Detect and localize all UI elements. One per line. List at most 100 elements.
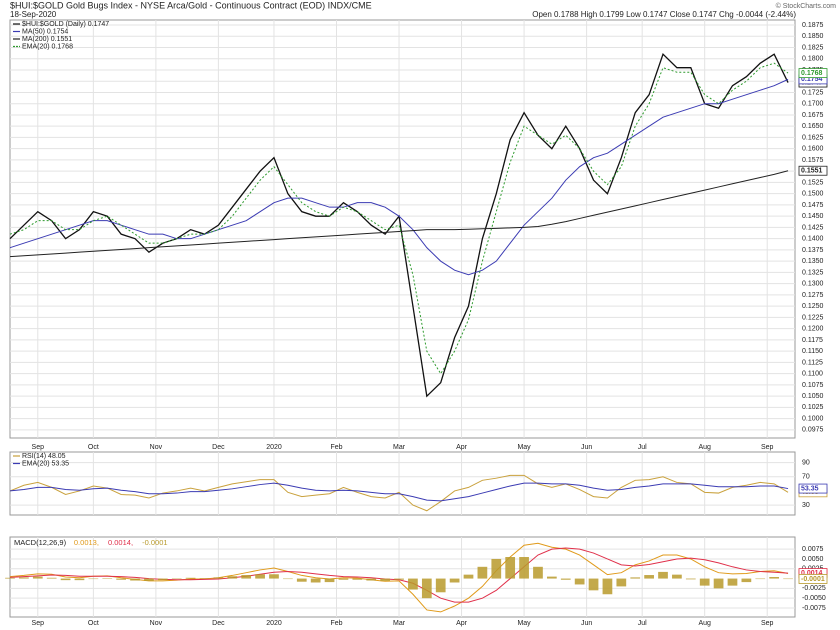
x-tick-label: Mar [393,620,406,627]
histogram-bar [630,577,641,579]
histogram-bar [338,578,349,580]
legend-entry: -0.0001 [142,538,167,547]
histogram-bar [616,578,627,587]
histogram-bar [171,578,182,580]
legend-entry: EMA(20) 0.1768 [22,43,73,50]
histogram-bar [255,574,265,579]
y-tick-label: 0.1050 [802,393,824,400]
histogram-bar [672,574,682,579]
histogram-bar [213,577,224,579]
x-tick-label: Apr [456,620,468,627]
series-line [9,170,789,258]
y-tick-label: 0.1625 [802,134,824,141]
y-tick-label: 0.0050 [802,556,824,563]
y-tick-label: 0.1525 [802,179,824,186]
histogram-bar [296,578,307,582]
histogram-bar [449,578,460,583]
y-tick-label: 0.1700 [802,101,824,108]
y-tick-label: 0.1675 [802,112,824,119]
legend-label: MACD(12,26,9) [14,538,67,547]
histogram-bar [380,578,390,581]
x-tick-label: Nov [150,620,163,627]
y-tick-label: 0.0975 [802,427,824,434]
x-tick-label: Nov [150,444,163,451]
last-value-label: 53.35 [801,485,819,492]
histogram-bar [769,577,780,579]
y-tick-label: 0.1450 [802,213,824,220]
histogram-bar [60,578,71,581]
y-tick-label: 0.1650 [802,123,824,130]
x-tick-label: Jun [581,620,592,627]
y-tick-label: 0.1200 [802,326,824,333]
histogram-bar [32,576,43,579]
chart-date: 18-Sep-2020 [10,10,57,19]
histogram-bar [46,577,57,579]
histogram-bar [477,566,488,579]
y-tick-label: 70 [802,474,810,481]
x-tick-label: Oct [88,620,99,627]
histogram-bar [130,578,140,581]
histogram-bar [727,578,738,586]
legend-entry: 0.0014, [108,538,133,547]
y-tick-label: 0.1800 [802,56,824,63]
histogram-bar [5,577,15,579]
x-tick-label: Feb [330,620,342,627]
y-tick-label: 0.1325 [802,269,824,276]
y-tick-label: -0.0050 [802,595,826,602]
x-tick-label: Jun [581,444,592,451]
series-line [9,62,789,375]
histogram-bar [408,578,418,590]
legend-entry: MA(50) 0.1754 [22,28,68,35]
histogram-bar [783,578,793,580]
y-tick-label: 0.1275 [802,292,824,299]
last-value-label: 0.1551 [801,168,823,175]
legend-entry: MA(200) 0.1551 [22,36,72,43]
y-tick-label: 0.1250 [802,303,824,310]
last-value-label: -0.0001 [801,576,825,583]
x-tick-label: Dec [212,620,225,627]
histogram-bar [227,576,238,579]
y-tick-label: 30 [802,502,810,509]
chart-title: $HUI:$GOLD Gold Bugs Index - NYSE Arca/G… [10,0,372,10]
x-tick-label: Mar [393,444,406,451]
series-line [9,482,789,502]
y-tick-label: 0.1100 [802,371,823,378]
y-tick-label: 0.1875 [802,22,824,29]
histogram-bar [658,571,668,579]
x-tick-label: Feb [330,444,342,451]
y-tick-label: 0.1725 [802,89,824,96]
y-tick-label: 0.1500 [802,191,824,198]
histogram-bar [699,578,710,586]
legend-entry: 0.0013, [74,538,99,547]
x-tick-label: Sep [32,444,45,451]
y-tick-label: 0.1175 [802,337,823,344]
histogram-bar [241,575,252,579]
series-line [9,547,789,603]
histogram-bar [199,578,210,579]
histogram-bar [116,578,127,580]
histogram-bar [505,557,516,579]
x-tick-label: 2020 [266,444,282,451]
x-tick-label: 2020 [266,620,282,627]
y-tick-label: 0.1600 [802,146,824,153]
histogram-bar [574,578,585,585]
x-tick-label: Sep [32,620,45,627]
histogram-bar [102,578,113,579]
histogram-bar [394,578,404,580]
histogram-bar [519,557,529,579]
y-tick-label: 0.1000 [802,415,824,422]
x-tick-label: Jul [638,620,647,627]
histogram-bar [19,577,29,579]
x-tick-label: Dec [212,444,225,451]
histogram-bar [324,578,335,583]
histogram-bar [741,578,752,583]
legend-entry: RSI(14) 48.05 [22,453,66,460]
histogram-bar [88,578,99,580]
histogram-bar [144,578,154,581]
y-tick-label: 90 [802,459,810,466]
histogram-bar [352,578,363,580]
y-tick-label: 0.1075 [802,382,824,389]
